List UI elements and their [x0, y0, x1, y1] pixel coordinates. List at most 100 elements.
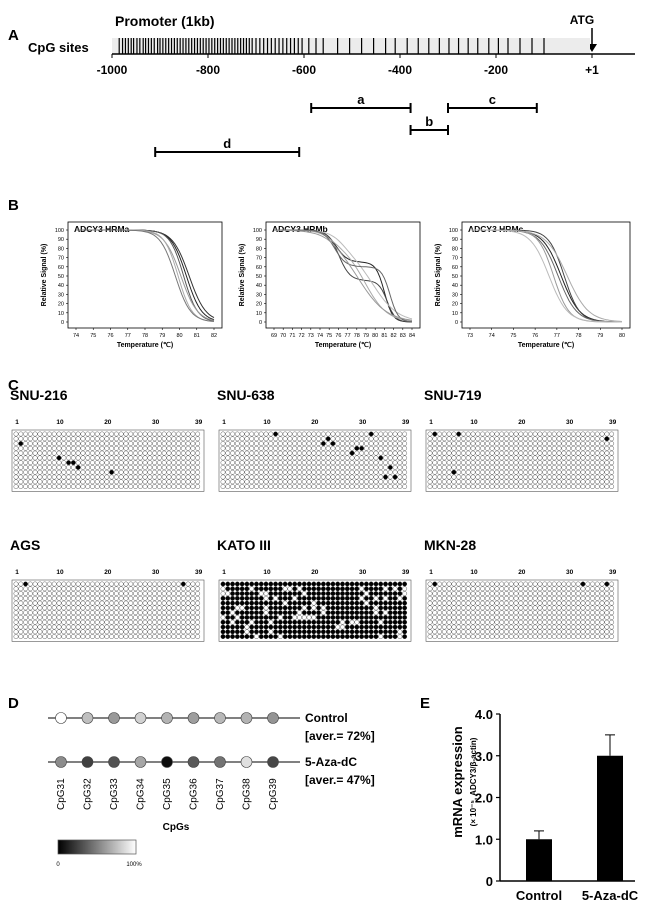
- cpg-dot: [61, 610, 67, 616]
- cpg-dot: [311, 615, 317, 620]
- cpg-dot: [441, 634, 447, 639]
- cpg-dot: [118, 595, 124, 601]
- cpg-dot: [373, 431, 379, 437]
- cpg-dot: [263, 624, 269, 630]
- cpg-dot: [297, 445, 302, 451]
- cpg-dot: [489, 484, 495, 489]
- cpg-dot: [263, 431, 269, 437]
- cpg-dot: [368, 484, 374, 489]
- cpg-dot: [316, 479, 321, 485]
- cpg-dot: [456, 634, 462, 639]
- cpg-dot: [575, 634, 581, 639]
- cpg-dot: [51, 605, 57, 611]
- cpg-dot: [580, 586, 586, 592]
- cpg-dot: [75, 610, 81, 616]
- cpg-dot: [508, 600, 514, 606]
- cpg-dot: [137, 624, 143, 630]
- cpg-dot: [566, 436, 572, 442]
- cpg-dot: [451, 605, 457, 611]
- cpg-dot: [47, 619, 52, 625]
- cpg-dot: [354, 624, 360, 630]
- cpg-dot: [311, 431, 317, 437]
- cpg-dot: [373, 581, 379, 587]
- cpg-dot: [190, 586, 196, 592]
- cpg-dot: [66, 619, 71, 625]
- cpg-dot: [171, 624, 177, 630]
- cpg-dot: [551, 581, 557, 587]
- cpg-dot: [128, 634, 134, 639]
- cpg-dot: [432, 581, 438, 587]
- cpg-dot: [301, 474, 307, 480]
- cpg-dot: [225, 600, 231, 606]
- cpg-dot: [23, 581, 28, 587]
- cpg-dot: [292, 455, 298, 461]
- cpg-dot: [335, 600, 341, 606]
- cpg-dot: [373, 615, 379, 620]
- cpg-dot: [437, 591, 442, 596]
- cpg-dot: [180, 445, 186, 451]
- cpg-dot: [61, 431, 67, 437]
- cpg-dot: [90, 469, 95, 475]
- cpg-dot: [273, 484, 278, 489]
- cpg-dot: [258, 484, 264, 489]
- cpg-dot: [344, 624, 350, 630]
- cpg-dot: [27, 455, 33, 461]
- cpg-dot: [142, 469, 148, 475]
- cpg-dot: [161, 469, 167, 475]
- cpg-dot: [504, 634, 509, 639]
- cpg-dot: [239, 474, 245, 480]
- cpg-dot: [94, 460, 100, 466]
- cpg-dot: [470, 445, 476, 451]
- cpg-dot: [354, 465, 360, 470]
- cpg-dot: [301, 634, 307, 639]
- cpg-dot: [277, 591, 283, 596]
- cpg-dot: [484, 460, 490, 466]
- cpg-dot: [489, 581, 495, 587]
- cpg-dot: [142, 591, 148, 596]
- cpg-dot: [61, 474, 67, 480]
- cpg-dot: [156, 586, 162, 592]
- cpg-dot: [190, 455, 196, 461]
- cpg-dot: [330, 629, 336, 635]
- cpg-dot: [427, 624, 433, 630]
- cpg-dot: [297, 610, 302, 616]
- cpg-dot: [297, 624, 302, 630]
- cpg-dot: [230, 441, 235, 446]
- cpg-dot: [609, 469, 615, 475]
- cpg-dot: [585, 441, 591, 446]
- cpg-dot: [397, 479, 403, 485]
- cpg-dot: [171, 469, 177, 475]
- cpg-dot: [142, 455, 148, 461]
- hrm-plot-title: ADCY3 HRMc: [468, 224, 524, 234]
- cpg-dot: [594, 450, 600, 456]
- cpg-dot: [32, 619, 38, 625]
- cpg-dot: [518, 460, 524, 466]
- cpg-dot: [330, 605, 336, 611]
- cpg-dot: [297, 450, 302, 456]
- cpg-dot: [171, 610, 177, 616]
- cpg-dot: [85, 474, 91, 480]
- cpg-dot: [239, 455, 245, 461]
- cpg-dot: [176, 469, 181, 475]
- e-category-label: 5-Aza-dC: [582, 888, 639, 903]
- cpg-dot: [47, 455, 52, 461]
- cpg-dot: [456, 595, 462, 601]
- cpg-dot: [195, 436, 201, 442]
- cpg-dot: [273, 474, 278, 480]
- cpg-dot: [489, 436, 495, 442]
- cpg-dot: [527, 431, 533, 437]
- cpg-dot: [133, 436, 138, 442]
- cpg-dot: [268, 600, 274, 606]
- cpg-dot: [277, 595, 283, 601]
- cpg-dot: [180, 436, 186, 442]
- cpg-dot: [306, 460, 312, 466]
- cpg-dot: [66, 610, 71, 616]
- cpg-dot: [359, 615, 365, 620]
- cpg-dot: [42, 455, 48, 461]
- cpg-dot: [378, 624, 384, 630]
- cpg-dot: [465, 600, 471, 606]
- cpg-dot: [609, 624, 615, 630]
- cpg-dot: [239, 469, 245, 475]
- cpg-dot: [571, 445, 576, 451]
- cpg-dot: [335, 474, 341, 480]
